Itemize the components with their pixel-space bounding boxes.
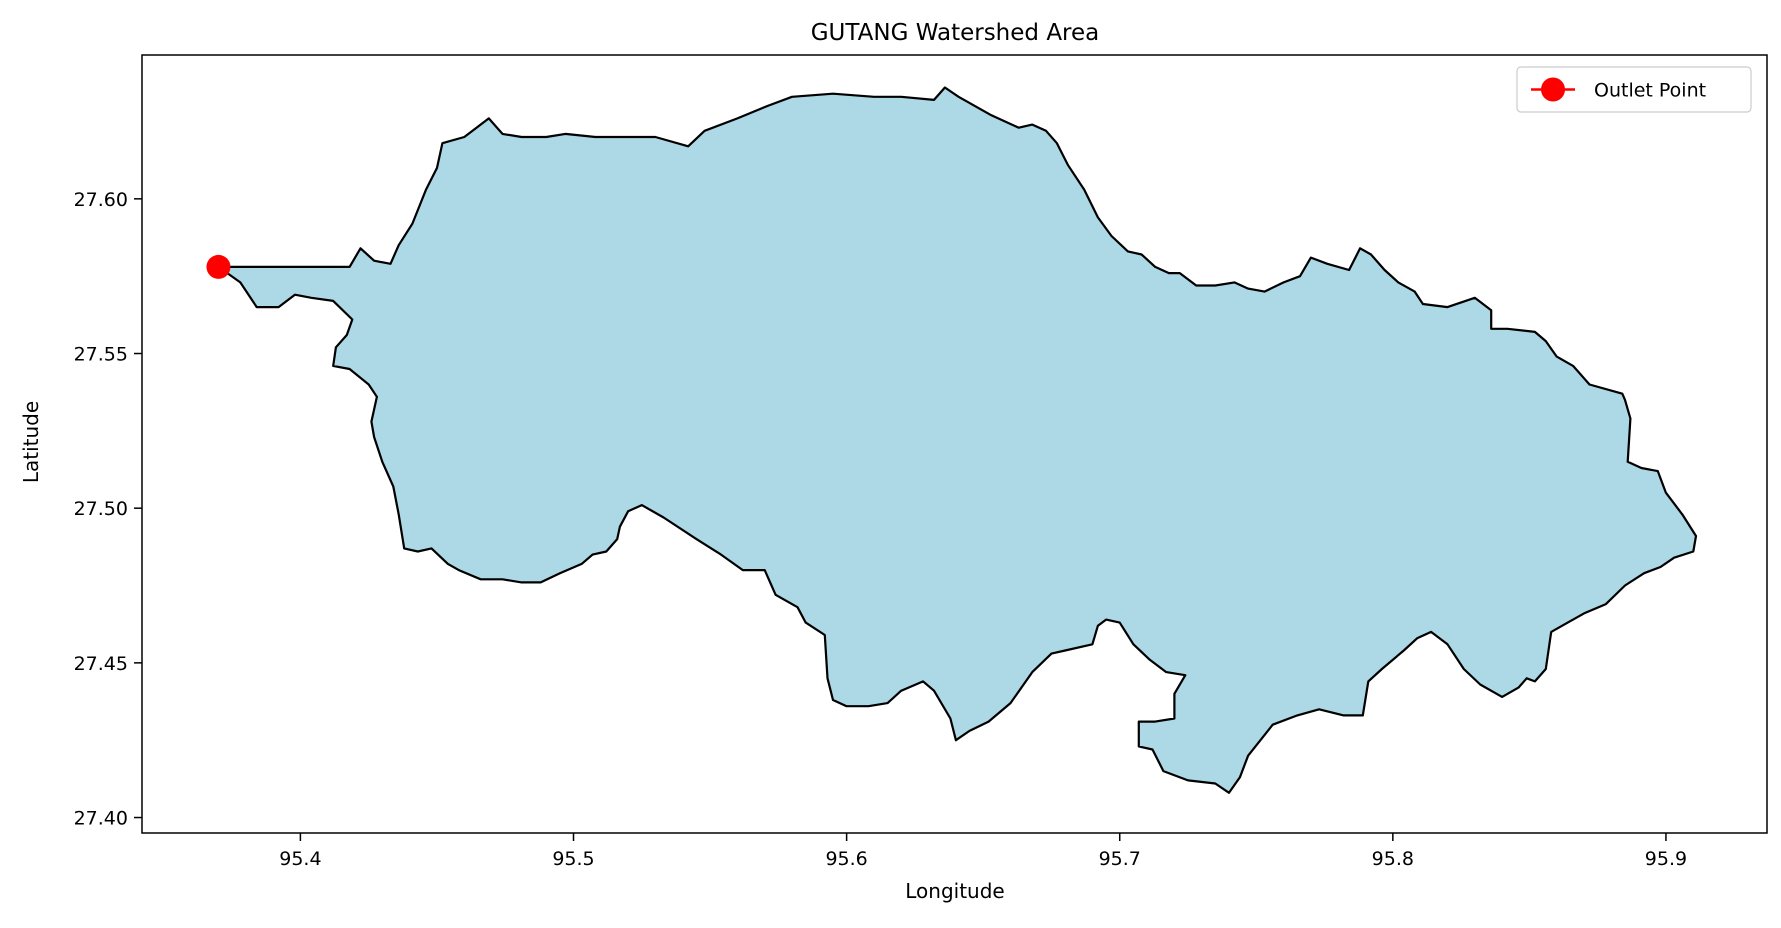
x-tick-label: 95.5 <box>552 848 594 870</box>
y-tick-label: 27.40 <box>74 808 128 830</box>
x-tick-label: 95.8 <box>1372 848 1414 870</box>
axes: 95.4 95.5 95.6 95.7 95.8 95.9 27.40 27.45 27.50 2… <box>74 54 1768 870</box>
chart-title: GUTANG Watershed Area <box>811 20 1100 46</box>
x-axis-label: Longitude <box>905 879 1004 903</box>
y-tick-label: 27.50 <box>74 498 128 520</box>
y-axis-label: Latitude <box>19 401 43 483</box>
x-tick-label: 95.7 <box>1099 848 1141 870</box>
x-tick-label: 95.6 <box>825 848 867 870</box>
legend-box <box>1516 66 1752 113</box>
outlet-point-marker <box>206 254 231 279</box>
y-tick-label: 27.60 <box>74 189 128 211</box>
legend-label: Outlet Point <box>1594 80 1706 102</box>
legend: Outlet Point <box>1516 66 1752 113</box>
x-tick-label: 95.9 <box>1645 848 1687 870</box>
axes-frame <box>141 54 1768 834</box>
x-tick-label: 95.4 <box>279 848 321 870</box>
y-tick-label: 27.45 <box>74 653 128 675</box>
watershed-polygon <box>217 86 1698 794</box>
legend-marker <box>1541 77 1565 102</box>
plot-area <box>206 86 1698 794</box>
y-tick-label: 27.55 <box>74 344 128 366</box>
